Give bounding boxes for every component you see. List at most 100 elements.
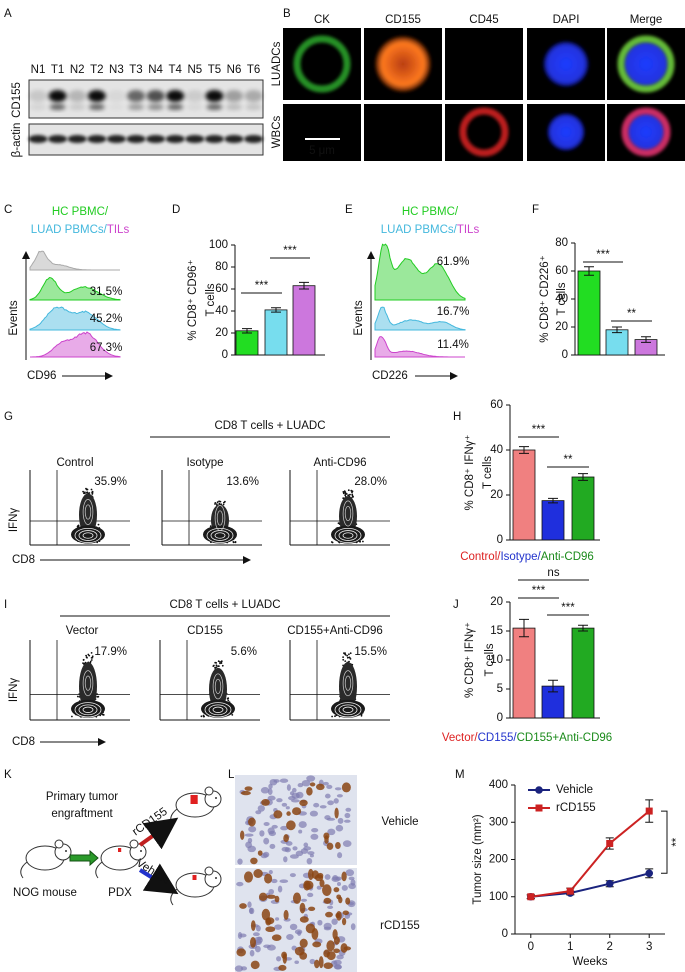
schematic-label: PDX	[108, 887, 132, 899]
event-dot	[351, 493, 354, 496]
cell-stain	[621, 107, 671, 157]
y-tick-label: 100	[209, 239, 228, 251]
percentage: 61.9%	[437, 256, 470, 268]
nucleus	[350, 923, 356, 931]
blot-band	[28, 135, 48, 143]
density-contour	[338, 704, 358, 716]
blot-band	[167, 104, 184, 110]
blot-band	[48, 135, 68, 143]
blot-band	[127, 90, 145, 102]
percentage: 15.5%	[354, 646, 387, 658]
density-contour	[214, 532, 226, 539]
blot-band	[88, 104, 105, 110]
stained-cell	[283, 909, 289, 920]
density-contour	[342, 670, 354, 697]
nucleus	[281, 846, 290, 852]
event-dot	[85, 488, 88, 491]
y-axis-label: T cells	[482, 456, 494, 489]
axis-label: Events	[353, 300, 365, 335]
nucleus	[257, 936, 263, 941]
bar	[605, 329, 629, 356]
blot-band	[185, 90, 204, 102]
nucleus	[333, 798, 339, 804]
y-axis-label: T cells	[556, 282, 568, 315]
percentage: 13.6%	[226, 476, 259, 488]
cell-stain	[375, 36, 431, 92]
axis-label: CD8	[12, 554, 35, 566]
percentage: 67.3%	[90, 342, 123, 354]
y-tick-label: 20	[555, 321, 568, 333]
event-dot	[224, 500, 226, 503]
event-dot	[214, 666, 217, 669]
blot-band	[49, 104, 66, 110]
legend-marker	[535, 786, 543, 794]
stained-cell	[282, 953, 287, 964]
percentage: 16.7%	[437, 306, 470, 318]
header: CD8 T cells + LUADC	[214, 420, 325, 432]
nucleus	[337, 817, 344, 824]
blot-band	[204, 135, 224, 143]
x-axis-label: Weeks	[573, 956, 608, 968]
x-axis-label-part: Control/	[460, 551, 501, 563]
marker	[527, 893, 535, 901]
significance-label: **	[564, 454, 573, 466]
x-tick-label: 3	[646, 941, 652, 953]
stained-cell	[312, 941, 322, 948]
y-tick-label: 5	[497, 683, 503, 695]
event-dot	[213, 664, 215, 667]
error-bar	[584, 266, 594, 276]
event-dot	[215, 666, 218, 668]
density-contour	[84, 675, 92, 691]
event-dot	[76, 525, 79, 528]
nucleus	[260, 787, 270, 794]
density-contour	[209, 667, 227, 711]
stained-cell	[292, 892, 302, 904]
legend-entry: HC PBMC/	[52, 206, 109, 218]
event-dot	[344, 494, 347, 497]
bar	[264, 309, 288, 356]
stained-cell	[257, 850, 263, 856]
event-dot	[84, 492, 86, 495]
density-contour	[78, 530, 98, 541]
blot-band	[166, 90, 185, 102]
stained-cell	[264, 873, 273, 884]
nucleus	[275, 917, 280, 921]
blot-band	[48, 90, 67, 102]
error-bar	[519, 446, 529, 454]
nucleus	[345, 869, 355, 877]
density-contour	[344, 675, 352, 691]
nucleus	[285, 841, 293, 846]
lane-label: N5	[187, 64, 202, 76]
stained-cell	[333, 887, 340, 893]
panel-label: F	[532, 204, 539, 216]
nucleus	[294, 960, 299, 965]
nucleus	[298, 821, 307, 829]
nucleus	[331, 918, 338, 925]
mouse-tail	[95, 861, 103, 879]
event-dot	[347, 494, 349, 497]
event-dot	[200, 715, 203, 718]
panel-label: H	[453, 411, 461, 423]
stained-cell	[335, 842, 341, 849]
nucleus	[248, 826, 257, 833]
density-contour	[214, 505, 226, 531]
panel-label: J	[453, 599, 459, 611]
nucleus	[292, 787, 297, 793]
density-contour	[78, 704, 98, 716]
column-label: DAPI	[553, 14, 580, 26]
nucleus	[326, 817, 336, 821]
y-axis-label: % CD8⁺ CD226⁺	[539, 255, 551, 343]
error-bar	[548, 679, 558, 693]
stained-cell	[248, 817, 256, 827]
nucleus	[333, 964, 342, 970]
nucleus	[310, 833, 319, 840]
marker	[605, 879, 614, 888]
schematic-label: Primary tumor	[46, 791, 118, 803]
blot-band	[128, 104, 144, 110]
density-contour	[212, 673, 224, 700]
stained-cell	[326, 951, 336, 961]
blot-band	[106, 135, 126, 143]
blot-band	[224, 135, 244, 143]
stained-cell	[338, 896, 343, 904]
significance-bracket	[661, 810, 668, 874]
